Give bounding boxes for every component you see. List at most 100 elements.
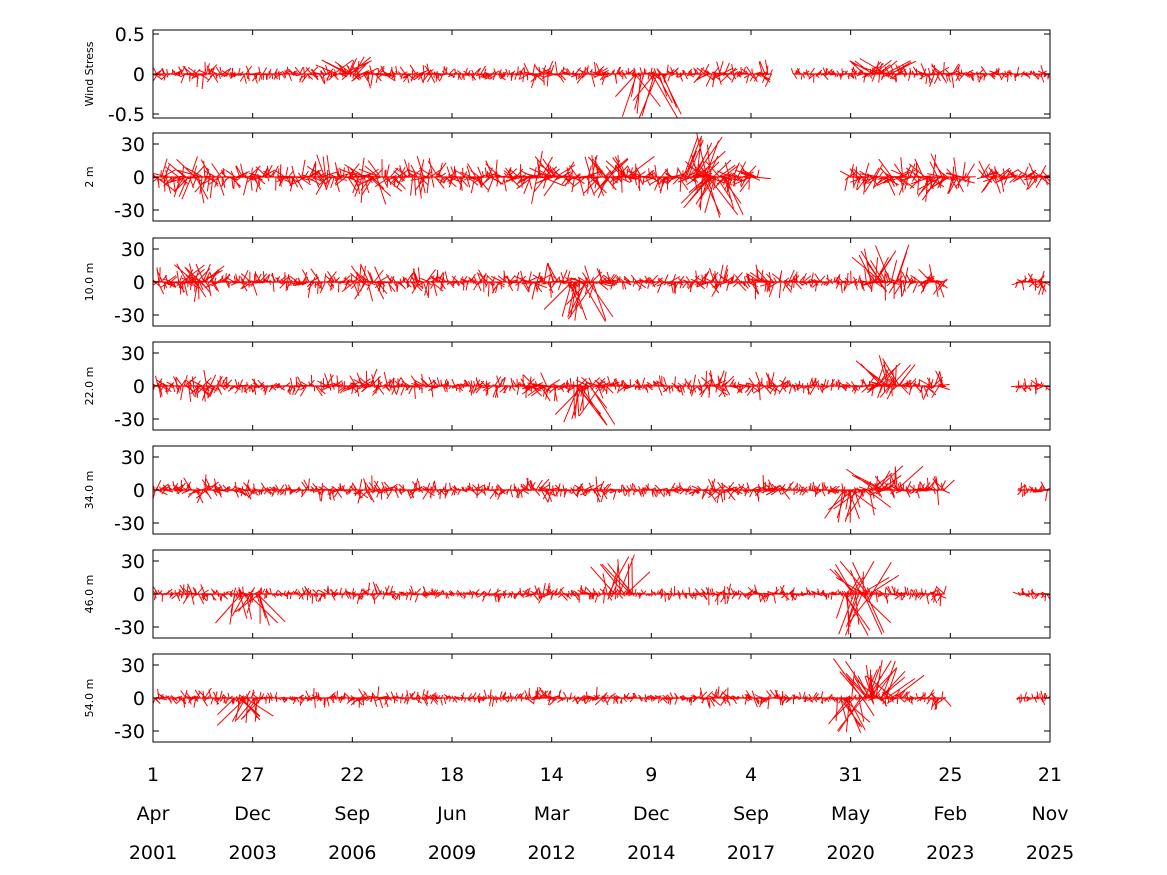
panel-6: 30 0 -30 46.0 m — [83, 549, 1051, 639]
vector-spike — [590, 554, 651, 595]
vector-sticks — [1017, 481, 1050, 502]
x-tick-year: 2023 — [926, 842, 974, 864]
vector-sticks — [1011, 377, 1050, 395]
x-tick-month: Mar — [534, 803, 570, 825]
y-axis-label: 46.0 m — [83, 575, 96, 614]
y-axis-label: 34.0 m — [83, 471, 96, 510]
vector-spike — [216, 697, 274, 726]
vector-sticks — [153, 59, 773, 90]
x-tick-day: 14 — [540, 764, 564, 786]
panel-2: 30 0 -30 2 m — [83, 132, 1051, 222]
vector-spike — [680, 176, 744, 218]
y-tick-label: 30 — [121, 551, 145, 573]
vector-sticks — [1011, 270, 1050, 295]
vector-sticks — [1012, 588, 1050, 602]
y-axis-label: 2 m — [83, 166, 96, 187]
x-tick-month: May — [831, 803, 870, 825]
y-tick-label: -30 — [114, 617, 145, 639]
x-tick-year: 2017 — [727, 842, 775, 864]
vector-sticks — [153, 262, 948, 302]
y-tick-label: -30 — [114, 721, 145, 743]
y-axis-label: 22.0 m — [83, 367, 96, 406]
y-tick-label: 30 — [121, 655, 145, 677]
y-tick-label: -30 — [114, 513, 145, 535]
y-tick-label: 30 — [121, 134, 145, 156]
x-tick-day: 27 — [241, 764, 265, 786]
x-tick-month: Apr — [137, 803, 170, 825]
x-tick-day: 31 — [839, 764, 863, 786]
vector-spike — [543, 281, 614, 322]
y-tick-label: 30 — [121, 447, 145, 469]
y-axis-label: 54.0 m — [83, 679, 96, 718]
y-tick-label: -30 — [114, 305, 145, 327]
x-tick-month: Sep — [334, 803, 370, 825]
x-tick-year: 2009 — [428, 842, 476, 864]
x-tick-day: 21 — [1038, 764, 1062, 786]
vector-sticks — [839, 153, 976, 202]
x-tick-month: Nov — [1031, 803, 1068, 825]
panel-6-sticks — [153, 554, 1050, 636]
vector-spike — [829, 560, 900, 595]
x-tick-day: 22 — [340, 764, 364, 786]
y-axis-label: 10.0 m — [83, 263, 96, 302]
vector-spike — [315, 56, 372, 75]
y-tick-label: 0 — [133, 272, 145, 294]
y-tick-label: 0 — [133, 376, 145, 398]
vector-spike — [683, 133, 726, 178]
panel-2-sticks — [153, 133, 1050, 218]
y-tick-label: 0.5 — [115, 24, 145, 46]
x-tick-year: 2025 — [1026, 842, 1074, 864]
panel-4-sticks — [153, 355, 1050, 426]
vector-sticks — [153, 150, 771, 205]
vector-spike — [615, 73, 682, 118]
vector-spike — [824, 489, 891, 523]
vector-spike — [828, 697, 875, 733]
x-tick-month: Feb — [934, 803, 968, 825]
vector-spike — [836, 593, 892, 636]
panel-7-sticks — [153, 658, 1050, 733]
panel-3: 30 0 -30 10.0 m — [83, 237, 1051, 327]
vector-spike — [215, 593, 286, 626]
x-axis-labels: 1 Apr 2001 27 Dec 2003 22 Sep 2006 18 Jun 2009 14 Mar… — [129, 764, 1074, 864]
x-tick-year: 2012 — [527, 842, 575, 864]
y-tick-label: -30 — [114, 409, 145, 431]
vector-sticks — [153, 474, 955, 506]
x-tick-day: 25 — [938, 764, 962, 786]
x-tick-month: Dec — [633, 803, 670, 825]
x-tick-year: 2014 — [627, 842, 675, 864]
x-tick-day: 18 — [440, 764, 464, 786]
vector-spike — [588, 155, 655, 178]
x-tick-year: 2003 — [228, 842, 276, 864]
x-tick-year: 2006 — [328, 842, 376, 864]
y-axis-label: Wind Stress — [83, 41, 96, 106]
panel-3-sticks — [153, 244, 1050, 322]
x-tick-month: Sep — [733, 803, 769, 825]
x-tick-month: Jun — [436, 803, 467, 825]
vector-spike — [845, 660, 925, 699]
vector-sticks — [153, 686, 952, 711]
vector-sticks — [790, 61, 1050, 88]
x-tick-day: 9 — [645, 764, 657, 786]
y-tick-label: 0 — [133, 480, 145, 502]
panel-7: 30 0 -30 54.0 m — [83, 653, 1051, 743]
x-tick-day: 1 — [147, 764, 159, 786]
x-tick-month: Dec — [234, 803, 271, 825]
y-tick-label: -30 — [114, 200, 145, 222]
y-tick-label: 0 — [133, 584, 145, 606]
vector-spike — [855, 355, 916, 387]
y-tick-label: 30 — [121, 239, 145, 261]
vector-spike — [173, 263, 225, 283]
y-tick-label: 0 — [133, 64, 145, 86]
x-tick-year: 2001 — [129, 842, 177, 864]
vector-spike — [849, 58, 917, 75]
vector-sticks — [153, 368, 950, 402]
panel-5: 30 0 -30 34.0 m — [83, 445, 1051, 535]
vector-spike — [846, 465, 924, 491]
vector-spike — [554, 385, 616, 426]
panel-5-sticks — [153, 465, 1050, 523]
y-tick-label: 30 — [121, 343, 145, 365]
x-tick-year: 2020 — [826, 842, 874, 864]
vector-sticks — [976, 160, 1050, 194]
y-tick-label: 0 — [133, 688, 145, 710]
